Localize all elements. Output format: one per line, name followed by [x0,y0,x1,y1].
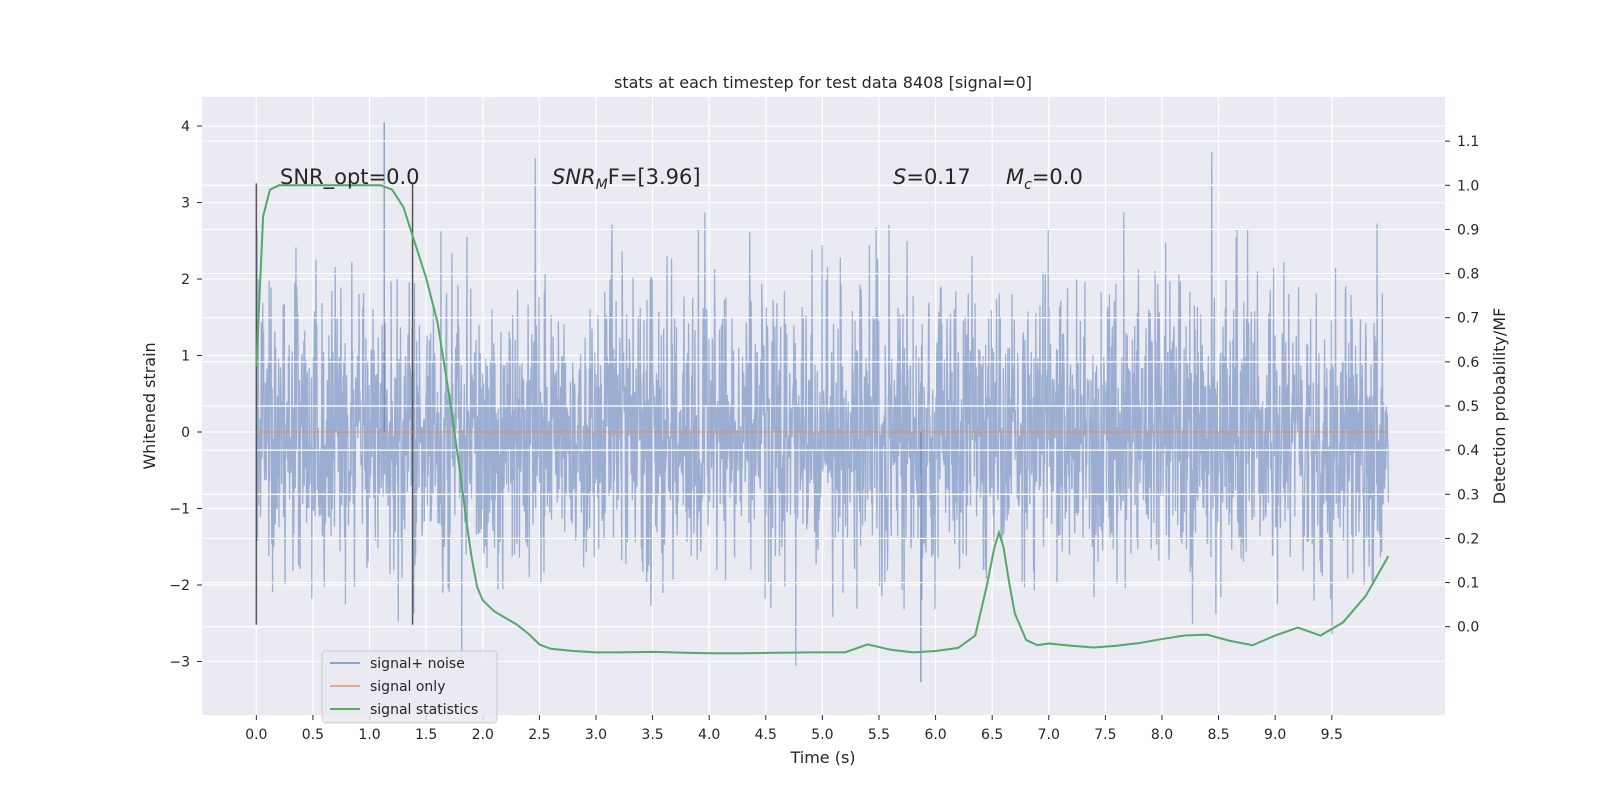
snr-mf-rest: F=[3.96] [608,165,701,189]
snr-mf-label: SNR [552,165,596,189]
y-tick-label: 2 [181,272,190,288]
x-tick-label: 4.5 [755,727,777,743]
legend: signal+ noise signal only signal statist… [321,650,498,724]
x-axis-title: Time (s) [789,748,855,767]
y-axis-title: Whitened strain [140,342,159,469]
mc-rest: =0.0 [1032,165,1083,189]
mc-label: M [1006,165,1024,189]
annotation-s: S=0.17 [893,165,971,189]
y2-tick-label: 0.5 [1457,399,1479,415]
chart-title: stats at each timestep for test data 840… [614,73,1032,92]
x-tick-label: 1.0 [358,727,380,743]
x-tick-label: 6.0 [924,727,946,743]
legend-label-stats: signal statistics [370,702,478,718]
x-tick-label: 9.5 [1321,727,1343,743]
x-tick-label: 8.5 [1207,727,1229,743]
x-tick-label: 8.0 [1151,727,1173,743]
right-axis-grid [202,140,1445,628]
s-rest: =0.17 [906,165,970,189]
annotation-mc: Mc=0.0 [1006,165,1083,193]
annotation-snr-opt: SNR_opt=0.0 [280,165,420,190]
legend-box [321,650,498,724]
y-tick-label: 0 [181,425,190,441]
y2-tick-label: 0.2 [1457,531,1479,547]
y-tick-label: −2 [169,578,190,594]
y2-tick-label: 0.3 [1457,487,1479,503]
y2-tick-label: 1.0 [1457,178,1479,194]
y-tick-label: 4 [181,119,190,135]
legend-label-signal: signal only [370,679,445,695]
y2-axis-ticks: 0.0 0.1 0.2 0.3 0.4 0.5 0.6 0.7 0.8 0.9 1.0 1.1 [1445,134,1479,636]
y2-tick-label: 1.1 [1457,134,1479,150]
mc-sub: c [1024,177,1032,193]
legend-label-noise: signal+ noise [370,656,465,672]
signal-noise-series [255,122,1390,683]
x-tick-label: 5.5 [868,727,890,743]
y-tick-label: −3 [169,654,190,670]
s-label: S [893,165,906,189]
x-tick-label: 5.0 [811,727,833,743]
snr-mf-sub: M [596,177,608,193]
x-tick-label: 4.0 [698,727,720,743]
y2-tick-label: 0.8 [1457,267,1479,283]
y2-tick-label: 0.1 [1457,576,1479,592]
x-tick-label: 3.5 [641,727,663,743]
y2-axis-title: Detection probability/MF [1490,308,1509,505]
x-axis-ticks: 0.0 0.5 1.0 1.5 2.0 2.5 3.0 3.5 4.0 4.5 5.0 5.5 6.0 6… [245,715,1343,743]
x-tick-label: 0.0 [245,727,267,743]
vertical-markers [255,183,414,625]
x-tick-label: 2.0 [472,727,494,743]
y2-tick-label: 0.4 [1457,443,1479,459]
y2-tick-label: 0.9 [1457,222,1479,238]
x-tick-label: 3.0 [585,727,607,743]
x-tick-label: 0.5 [302,727,324,743]
y2-tick-label: 0.0 [1457,620,1479,636]
y-tick-label: 1 [181,349,190,365]
y2-tick-label: 0.7 [1457,311,1479,327]
y-axis-ticks: −3 −2 −1 0 1 2 3 4 [169,119,202,670]
annotation-snr-mf: SNRMF=[3.96] [552,165,701,193]
y-tick-label: 3 [181,196,190,212]
signal-noise-line [255,151,1390,667]
x-tick-label: 1.5 [415,727,437,743]
line-series [255,184,1390,655]
x-tick-label: 9.0 [1264,727,1286,743]
x-tick-label: 7.0 [1038,727,1060,743]
x-tick-label: 6.5 [981,727,1003,743]
x-tick-label: 2.5 [528,727,550,743]
x-tick-label: 7.5 [1094,727,1116,743]
y2-tick-label: 0.6 [1457,355,1479,371]
signal-statistics-line [255,184,1390,655]
y-tick-label: −1 [169,501,190,517]
